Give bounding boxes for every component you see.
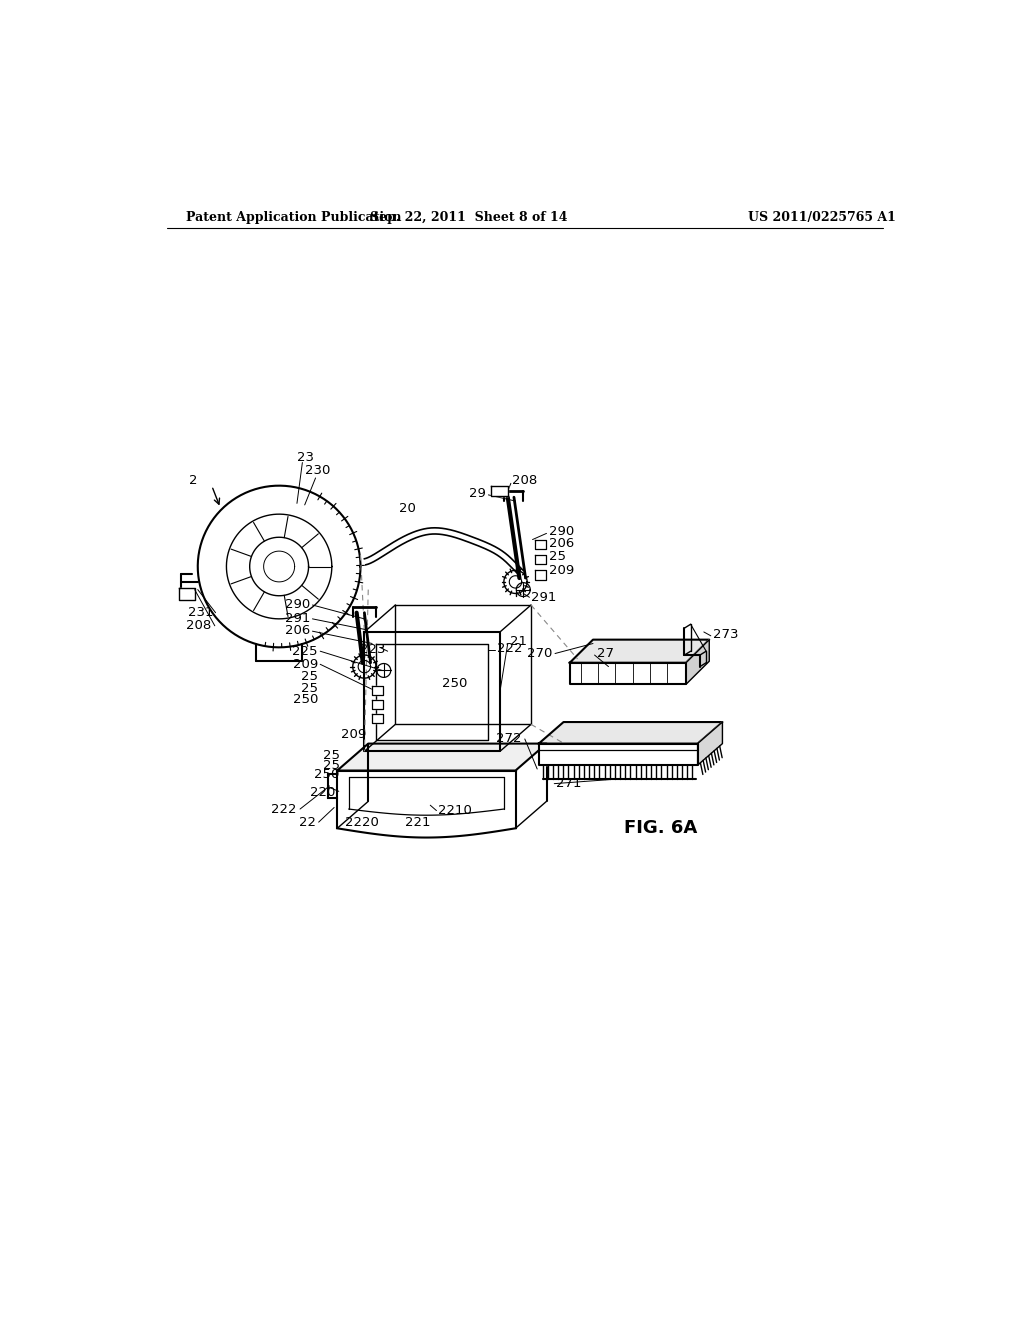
Text: 223: 223 [359,643,385,656]
Polygon shape [569,663,686,684]
Polygon shape [535,570,546,579]
Polygon shape [697,722,722,766]
Text: 2: 2 [189,474,198,487]
Text: 22: 22 [299,816,315,829]
Text: FIG. 6A: FIG. 6A [624,820,697,837]
Polygon shape [179,589,195,599]
Text: 273: 273 [713,628,738,640]
Text: 250: 250 [293,693,317,706]
Text: 209: 209 [549,564,574,577]
Text: 209: 209 [293,657,317,671]
Polygon shape [539,743,697,766]
Text: 291: 291 [531,591,556,603]
Polygon shape [535,540,546,549]
Text: 230: 230 [305,463,330,477]
Text: 250: 250 [442,677,467,690]
Text: 272: 272 [497,733,521,746]
Text: 25: 25 [323,759,340,772]
Polygon shape [686,640,710,684]
Text: Sep. 22, 2011  Sheet 8 of 14: Sep. 22, 2011 Sheet 8 of 14 [371,211,567,224]
Text: 25: 25 [301,681,317,694]
Text: 220: 220 [310,787,336,800]
Text: 25: 25 [549,550,566,564]
Text: 21: 21 [510,635,527,648]
Text: 206: 206 [549,537,574,550]
Text: 271: 271 [556,777,582,791]
Text: Patent Application Publication: Patent Application Publication [186,211,401,224]
Text: 2220: 2220 [345,816,379,829]
Polygon shape [372,714,383,723]
Text: 208: 208 [512,474,538,487]
Text: 25: 25 [301,671,317,684]
Text: 2210: 2210 [438,804,472,817]
Text: 206: 206 [285,624,310,638]
Polygon shape [337,771,515,829]
Polygon shape [372,700,383,709]
Text: 221: 221 [406,816,431,829]
Text: US 2011/0225765 A1: US 2011/0225765 A1 [748,211,896,224]
Text: 222: 222 [271,803,297,816]
Text: 225: 225 [293,644,317,657]
Text: 20: 20 [398,502,416,515]
Text: 222: 222 [497,642,522,655]
Text: 250: 250 [314,768,340,781]
Text: 291: 291 [285,611,310,624]
Polygon shape [535,554,546,564]
Polygon shape [539,722,722,743]
Text: 23: 23 [297,450,314,463]
Polygon shape [337,743,547,771]
Text: 209: 209 [341,727,367,741]
Polygon shape [490,486,508,496]
Text: 270: 270 [527,647,553,660]
Text: 208: 208 [186,619,212,632]
Polygon shape [372,686,383,696]
Text: 290: 290 [549,525,574,539]
Text: 231: 231 [187,606,213,619]
Text: 290: 290 [285,598,310,611]
Text: 25: 25 [323,748,340,762]
Text: 29: 29 [469,487,486,500]
Text: 27: 27 [597,647,613,660]
Polygon shape [569,640,710,663]
